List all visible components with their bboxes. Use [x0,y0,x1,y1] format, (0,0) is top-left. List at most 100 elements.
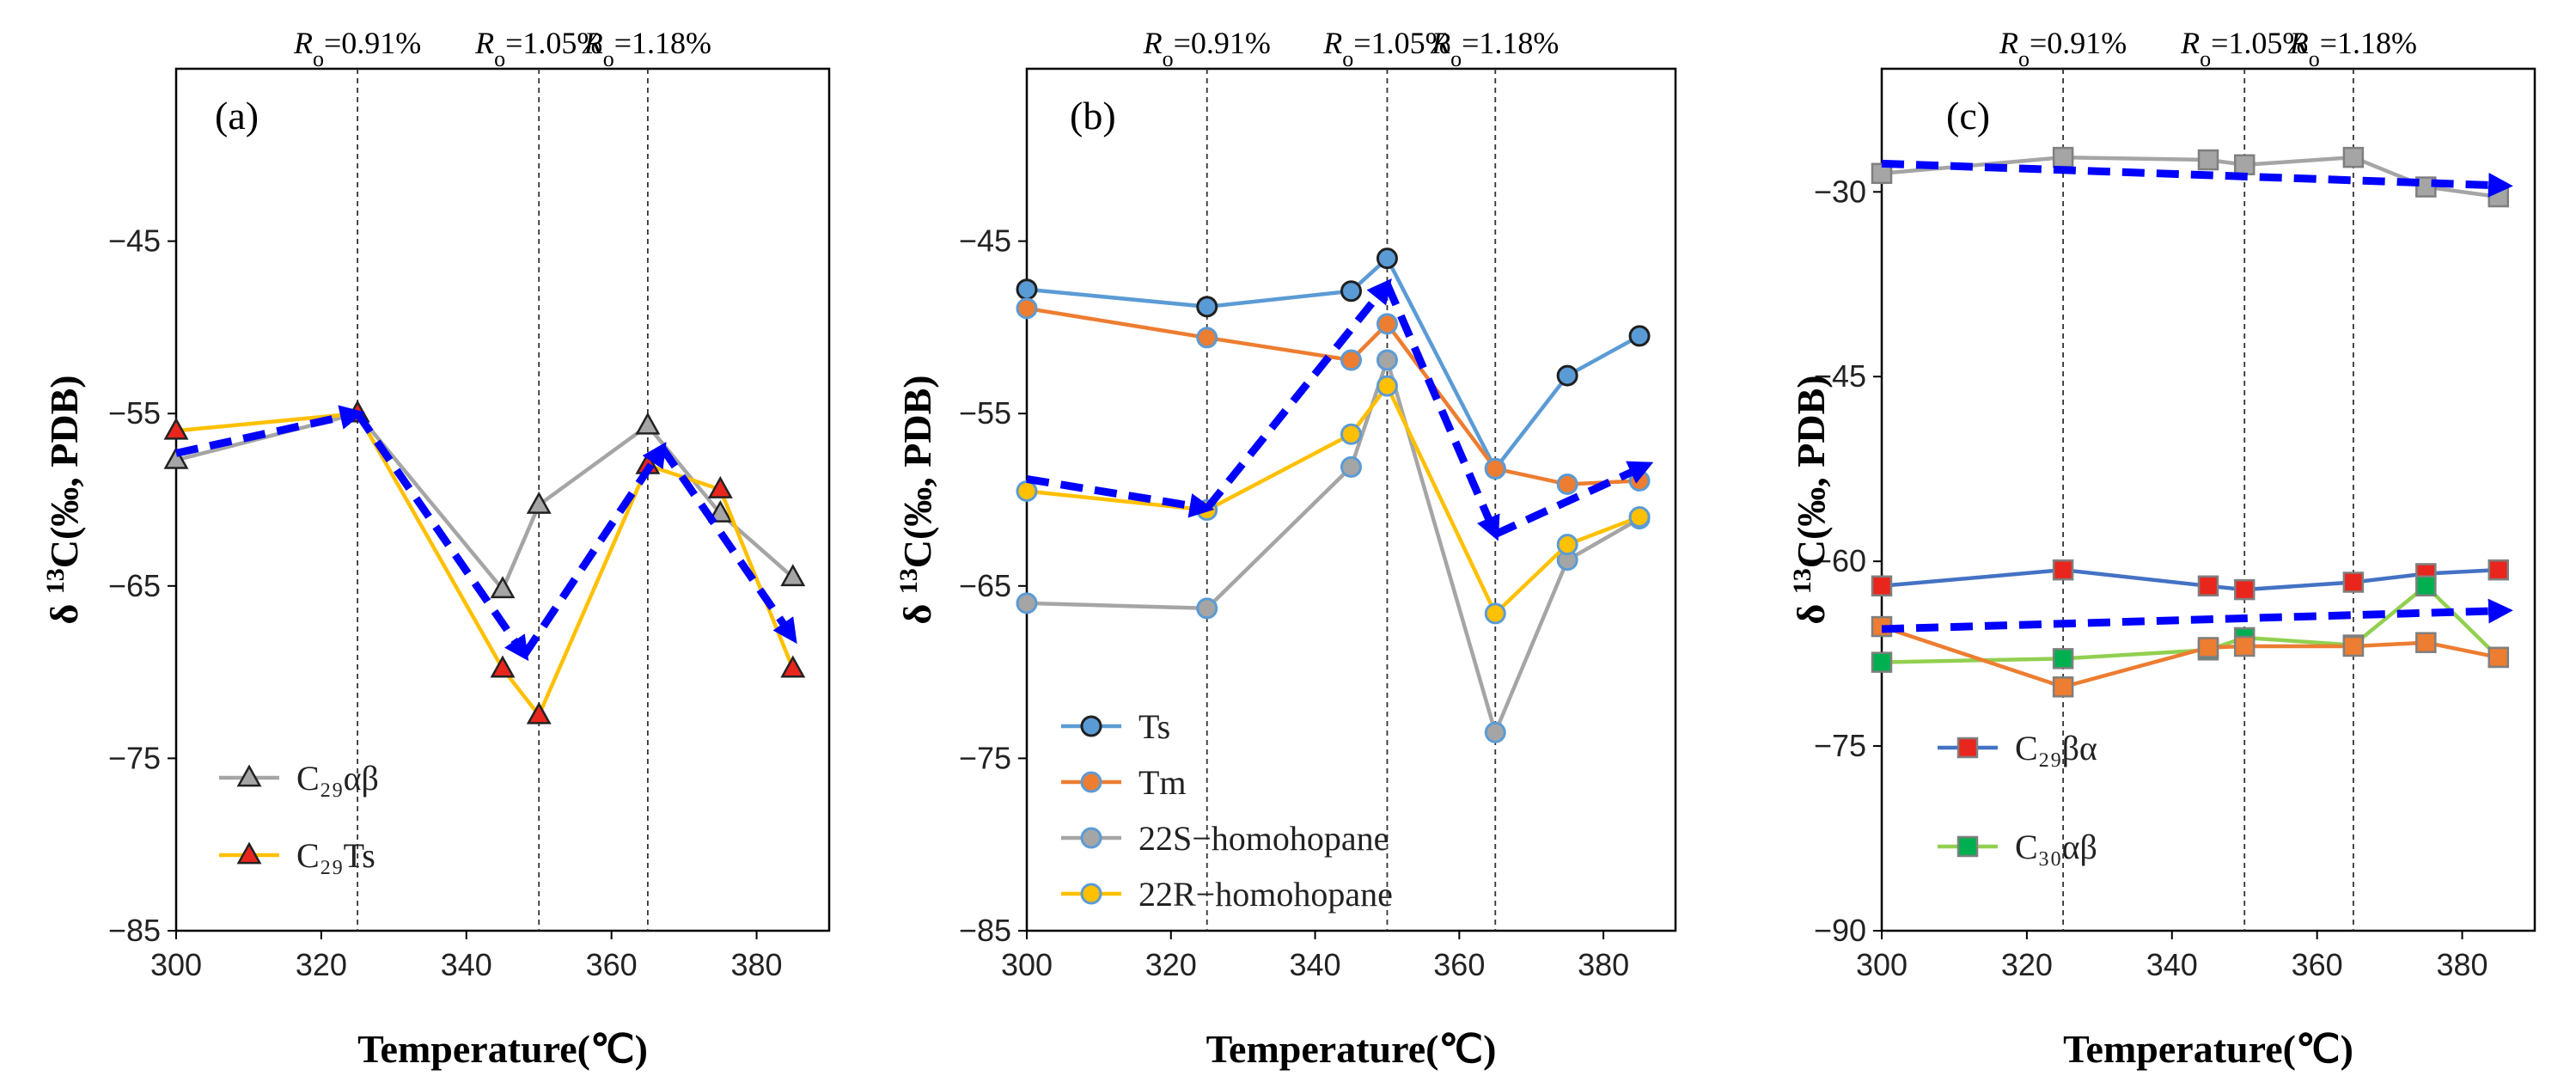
series-line [1026,306,1640,486]
y-tick-label: −85 [108,913,161,948]
trend-arrow [1026,474,1215,518]
ro-label: Ro=1.05% [2180,26,2308,71]
data-point [2342,635,2365,657]
data-point [1340,349,1362,371]
series-line [1026,256,1641,471]
ro-label: Ro=0.91% [293,26,421,71]
x-axis-title: Temperature(℃) [1206,1027,1497,1071]
ro-label: Ro=1.18% [583,26,711,71]
legend-marker [1080,827,1102,849]
legend-label: Ts [1138,707,1170,746]
x-tick-label: 360 [1433,947,1485,982]
legend-marker [1080,883,1102,905]
trend-arrow [175,405,365,457]
panel-1: Ro=0.91% Ro=1.05%Ro=1.18% 300 320 340 360 380 −… [41,26,831,1071]
trend-arrow [1881,159,2513,198]
series-2 [1016,297,1651,495]
x-axis-title: Temperature(℃) [2063,1027,2353,1071]
data-point [1484,457,1506,480]
x-tick-label: 340 [2146,947,2198,982]
ro-label: Ro=1.18% [2289,26,2417,71]
x-tick-label: 360 [586,947,638,982]
x-tick-label: 380 [2437,947,2488,982]
panel-3: Ro=0.91% Ro=1.05%Ro=1.18% 300 320 340 360 380 −… [1788,26,2536,1071]
legend-label: C₂₉βα [2015,729,2097,767]
legend-marker [236,841,262,865]
data-point [1556,534,1578,556]
data-point [2052,676,2074,698]
data-point [2233,154,2256,176]
legend-label: 22R−homohopane [1138,875,1393,914]
data-point [1340,455,1362,478]
plot-frame [1880,67,2536,932]
trend-arrow [1383,282,1500,541]
series-2 [1871,559,2510,601]
data-point [1016,297,1038,320]
y-axis-title: δ 13C(‰, PDB) [41,375,87,624]
ro-label: Ro=0.91% [1143,26,1271,71]
trend-arrow [1493,461,1654,538]
data-point [1556,473,1578,495]
x-tick-label: 300 [1001,947,1053,982]
y-tick-label: −90 [1814,913,1866,948]
data-point [2197,637,2219,658]
plot-frame [174,67,831,932]
x-tick-label: 360 [2292,947,2343,982]
data-point [2342,572,2365,593]
x-tick-label: 380 [731,947,783,982]
legend-label: Tm [1138,763,1187,802]
y-tick-label: −45 [1814,358,1866,394]
ro-label: Ro=1.05% [474,26,602,71]
data-point [526,701,552,724]
trend-arrow [521,442,667,657]
data-point [163,446,189,469]
y-tick-label: −55 [959,395,1011,431]
data-point [2342,146,2365,168]
data-point [163,417,189,440]
panel-2: Ro=0.91% Ro=1.05%Ro=1.18% 300 320 340 360 380 −… [894,26,1677,1071]
data-point [2415,575,2437,597]
data-point [1340,423,1362,445]
data-point [1016,592,1038,614]
panel-label: (a) [215,94,259,138]
data-point [1016,278,1038,301]
data-point [490,576,516,599]
x-tick-label: 320 [296,947,347,982]
legend: Ts Tm 22S−homohopane 22R−homohopane [1061,707,1393,914]
y-tick-label: −85 [959,913,1011,948]
data-point [1196,327,1218,349]
data-point [1016,480,1038,502]
legend-label: C₂₉αβ [296,759,379,798]
series-4 [1016,375,1651,625]
x-tick-label: 340 [441,947,492,982]
series-line [1881,155,2500,199]
y-tick-label: −65 [959,568,1011,603]
data-point [2197,575,2219,597]
x-tick-label: 340 [1290,947,1341,982]
data-point [1340,280,1362,303]
y-axis-title: δ 13C(‰, PDB) [894,375,940,624]
legend-label: C₃₀αβ [2015,828,2097,866]
data-point [1196,296,1218,318]
data-point [1484,602,1506,625]
y-tick-label: −45 [108,223,161,259]
series-3 [1016,349,1651,743]
data-point [780,564,806,587]
series-line [1881,567,2499,592]
ro-label: Ro=0.91% [1999,26,2127,71]
x-tick-label: 300 [150,947,202,982]
x-tick-label: 300 [1856,947,1908,982]
legend-marker [1956,835,1979,858]
trend-arrow [659,445,797,645]
data-point [1628,506,1651,529]
legend-marker [236,764,262,787]
y-axis-title: δ 13C(‰, PDB) [1788,375,1834,624]
series-line [1881,624,2500,689]
data-point [1484,721,1506,743]
panels: Ro=0.91% Ro=1.05%Ro=1.18%300 320 340 360 380−… [41,26,2536,1071]
legend-label: 22S−homohopane [1138,819,1389,858]
y-tick-label: −45 [959,223,1011,259]
data-point [707,499,733,523]
data-point [635,412,661,435]
ro-label: Ro=1.18% [1431,26,1559,71]
